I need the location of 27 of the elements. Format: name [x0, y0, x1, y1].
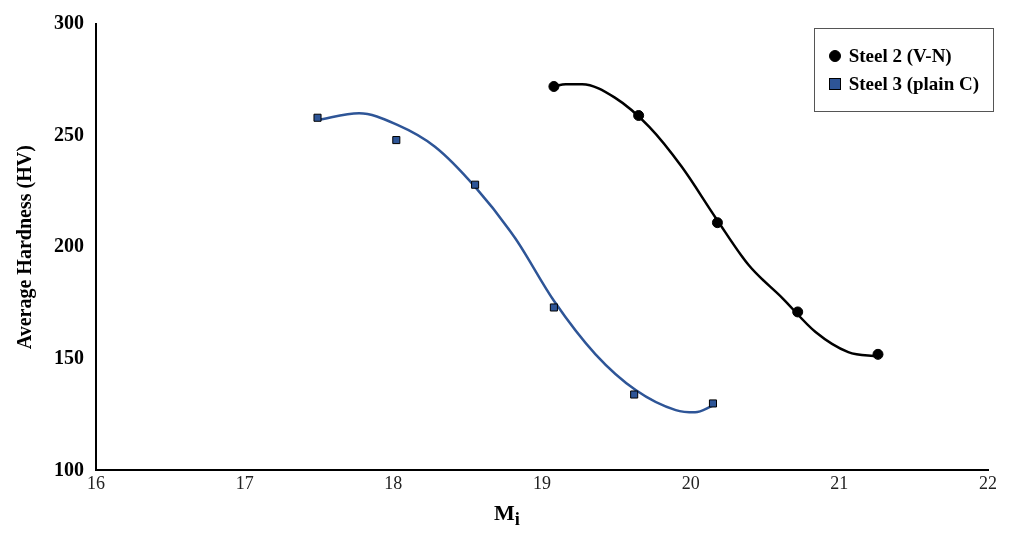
- y-tick-label: 200: [54, 234, 84, 257]
- legend-label: Steel 2 (V-N): [848, 45, 952, 67]
- x-axis-title: M$_{i}$: [493, 500, 521, 531]
- point: [872, 348, 884, 360]
- point: [633, 110, 645, 122]
- y-tick-label: 250: [54, 122, 84, 145]
- point: [548, 81, 560, 92]
- point: [792, 306, 804, 318]
- point: [313, 113, 322, 122]
- x-tick-label: 19: [533, 472, 551, 493]
- point: [711, 217, 723, 229]
- y-axis-title: Average Hardness (HV): [13, 145, 37, 350]
- point: [549, 303, 558, 312]
- point: [471, 180, 480, 189]
- x-tick-label: 18: [384, 472, 403, 493]
- point: [708, 399, 717, 408]
- legend-label: Steel 3 (plain C): [848, 73, 979, 95]
- x-tick-label: 16: [87, 472, 105, 493]
- y-tick-label: 100: [54, 457, 84, 480]
- x-tick-label: 17: [235, 472, 254, 493]
- point: [392, 136, 401, 145]
- x-tick-label: 20: [681, 472, 700, 493]
- point: [630, 390, 639, 399]
- x-tick-label: 22: [979, 472, 997, 493]
- x-tick-label: 21: [830, 472, 849, 493]
- y-tick-label: 300: [54, 11, 84, 34]
- y-tick-label: 150: [54, 345, 84, 368]
